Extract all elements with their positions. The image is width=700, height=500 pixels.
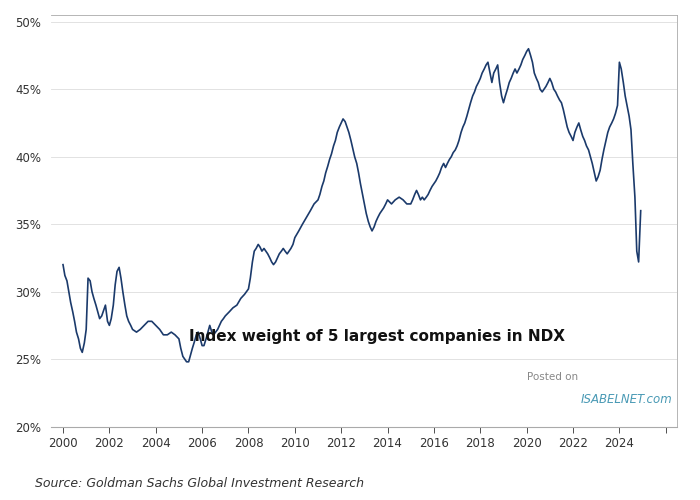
Text: Posted on: Posted on — [526, 372, 578, 382]
Text: Index weight of 5 largest companies in NDX: Index weight of 5 largest companies in N… — [189, 328, 565, 344]
Text: Source: Goldman Sachs Global Investment Research: Source: Goldman Sachs Global Investment … — [35, 477, 364, 490]
Text: ISABELNET.com: ISABELNET.com — [580, 394, 672, 406]
